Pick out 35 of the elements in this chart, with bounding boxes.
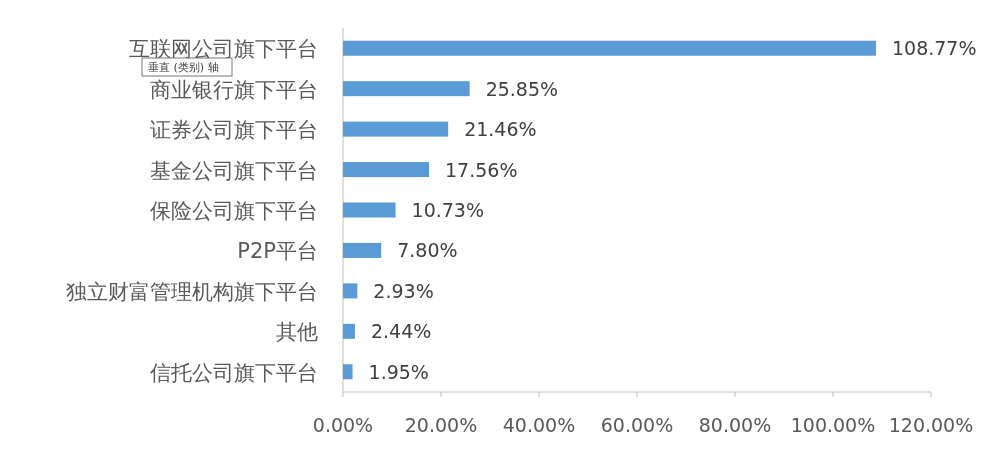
bar	[343, 81, 470, 97]
x-tick-label: 0.00%	[312, 414, 374, 436]
data-label: 1.95%	[368, 360, 429, 383]
data-label: 21.46%	[464, 118, 537, 141]
data-label: 2.44%	[370, 320, 432, 343]
bar	[343, 242, 382, 258]
bar	[343, 40, 876, 56]
x-tick-label: 120.00%	[888, 414, 974, 436]
y-tick-label: 商业银行旗下平台	[150, 77, 318, 102]
y-tick-label: 保险公司旗下平台	[150, 199, 318, 223]
y-tick-label: 信托公司旗下平台	[150, 360, 318, 385]
bar	[343, 364, 353, 380]
data-label: 7.80%	[397, 239, 458, 262]
data-label: 108.77%	[891, 37, 977, 60]
x-tick-label: 20.00%	[404, 414, 478, 436]
y-tick-label: P2P平台	[237, 239, 318, 264]
bar	[343, 283, 358, 299]
y-tick-label: 独立财富管理机构旗下平台	[66, 279, 318, 304]
y-tick-label: 基金公司旗下平台	[150, 158, 318, 183]
data-label: 2.93%	[373, 279, 434, 302]
data-label: 25.85%	[485, 77, 559, 100]
x-tick-label: 100.00%	[790, 414, 876, 436]
data-label: 10.73%	[411, 199, 485, 221]
bar	[343, 121, 449, 137]
data-label: 17.56%	[445, 158, 518, 181]
bar	[343, 323, 355, 339]
bar	[343, 162, 430, 178]
y-tick-label: 证券公司旗下平台	[150, 118, 318, 143]
y-tick-label: 其他	[276, 320, 318, 345]
bar	[343, 202, 396, 218]
text: 垂直 (类别) 轴	[148, 61, 219, 74]
y-tick-label: 互联网公司旗下平台	[129, 37, 318, 62]
x-tick-label: 60.00%	[600, 414, 674, 436]
x-tick-label: 80.00%	[698, 414, 772, 436]
x-tick-label: 40.00%	[502, 414, 576, 436]
